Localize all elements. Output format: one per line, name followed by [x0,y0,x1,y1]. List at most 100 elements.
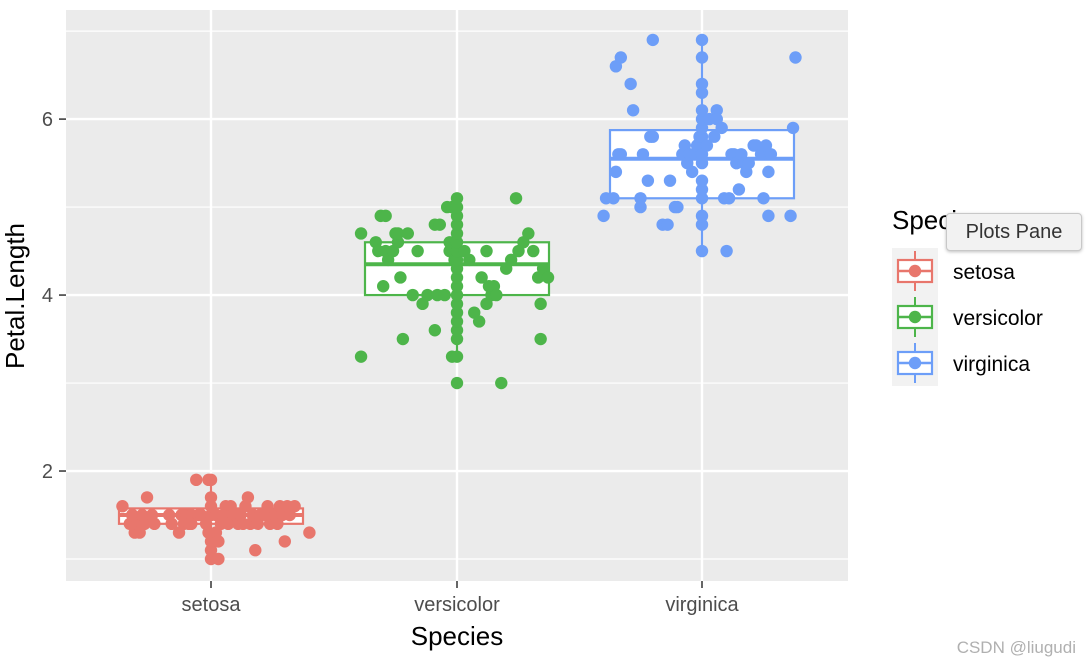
data-point [450,280,464,293]
data-point [695,174,709,187]
y-tick-label: 6 [42,109,53,131]
data-point [626,104,640,117]
data-point [377,280,390,293]
data-point [450,236,464,249]
data-point [634,200,647,214]
data-point [204,491,218,504]
data-point [148,517,161,531]
data-point [379,209,392,223]
data-point [450,253,464,267]
data-point [185,517,198,531]
data-point [450,192,464,205]
data-point [534,297,547,311]
data-layer [116,33,802,566]
data-point [661,218,674,231]
legend-item-versicolor: versicolor [892,294,1043,340]
data-point [249,544,262,557]
data-point [450,227,464,240]
data-point [116,500,129,513]
data-point [671,200,684,214]
data-point [354,227,368,240]
data-point [406,288,419,302]
data-point [789,51,802,64]
legend-key-point [908,264,922,278]
axes: 2 4 6 setosa versicolor virginica [42,109,740,616]
data-point [762,165,775,179]
data-point [421,288,434,302]
plots-pane-tooltip: Plots Pane [946,213,1082,251]
legend-item-virginica: virginica [892,340,1030,386]
data-point [534,332,547,346]
data-point [757,192,770,205]
y-axis-title: Petal.Length [0,223,30,369]
x-tick-label: virginica [665,594,739,616]
data-point [715,121,728,135]
data-point [663,174,677,187]
data-point [522,227,535,240]
data-point [764,148,778,161]
data-point [634,192,647,205]
data-point [695,51,709,64]
data-point [480,244,493,258]
data-point [450,350,464,363]
data-point [450,288,464,302]
series-setosa [116,473,316,566]
data-point [685,165,699,179]
data-point [165,517,178,531]
data-point [636,148,650,161]
data-point [450,218,464,231]
data-point [722,192,736,205]
legend-item-setosa: setosa [892,248,1015,294]
legend-label: versicolor [953,307,1043,330]
data-point [646,33,659,47]
data-point [786,121,800,135]
data-point [140,491,154,504]
data-point [433,218,446,231]
x-tick-label: setosa [182,594,242,616]
data-point [695,33,709,47]
data-point [646,130,659,143]
data-point [710,104,723,117]
watermark: CSDN @liugudi [956,638,1076,657]
data-point [527,244,540,258]
y-tick-label: 4 [42,285,53,307]
data-point [762,209,775,223]
data-point [624,77,637,91]
data-point [428,324,442,337]
data-point [700,139,714,152]
data-point [261,500,274,513]
data-point [614,51,628,64]
data-point [212,552,225,566]
legend-label: virginica [953,353,1030,376]
data-point [490,288,503,302]
data-point [450,262,464,275]
data-point [475,271,488,284]
data-point [784,209,797,223]
data-point [190,473,203,487]
data-point [609,165,623,179]
x-tick-label: versicolor [414,594,500,616]
data-point [450,315,464,328]
data-point [450,200,464,214]
data-point [695,183,709,196]
data-point [695,244,709,258]
data-point [241,491,255,504]
data-point [450,376,464,390]
data-point [450,324,464,337]
legend-key-point [908,310,922,324]
data-point [438,288,451,302]
data-point [597,209,610,223]
data-point [614,148,628,161]
data-point [138,517,151,531]
data-point [695,86,709,99]
x-axis-title: Species [411,621,504,651]
data-point [720,244,733,258]
data-point [742,156,755,170]
legend-key-point [908,356,922,370]
data-point [450,297,464,311]
data-point [732,183,746,196]
data-point [463,253,476,267]
data-point [396,332,410,346]
series-virginica [597,33,802,258]
